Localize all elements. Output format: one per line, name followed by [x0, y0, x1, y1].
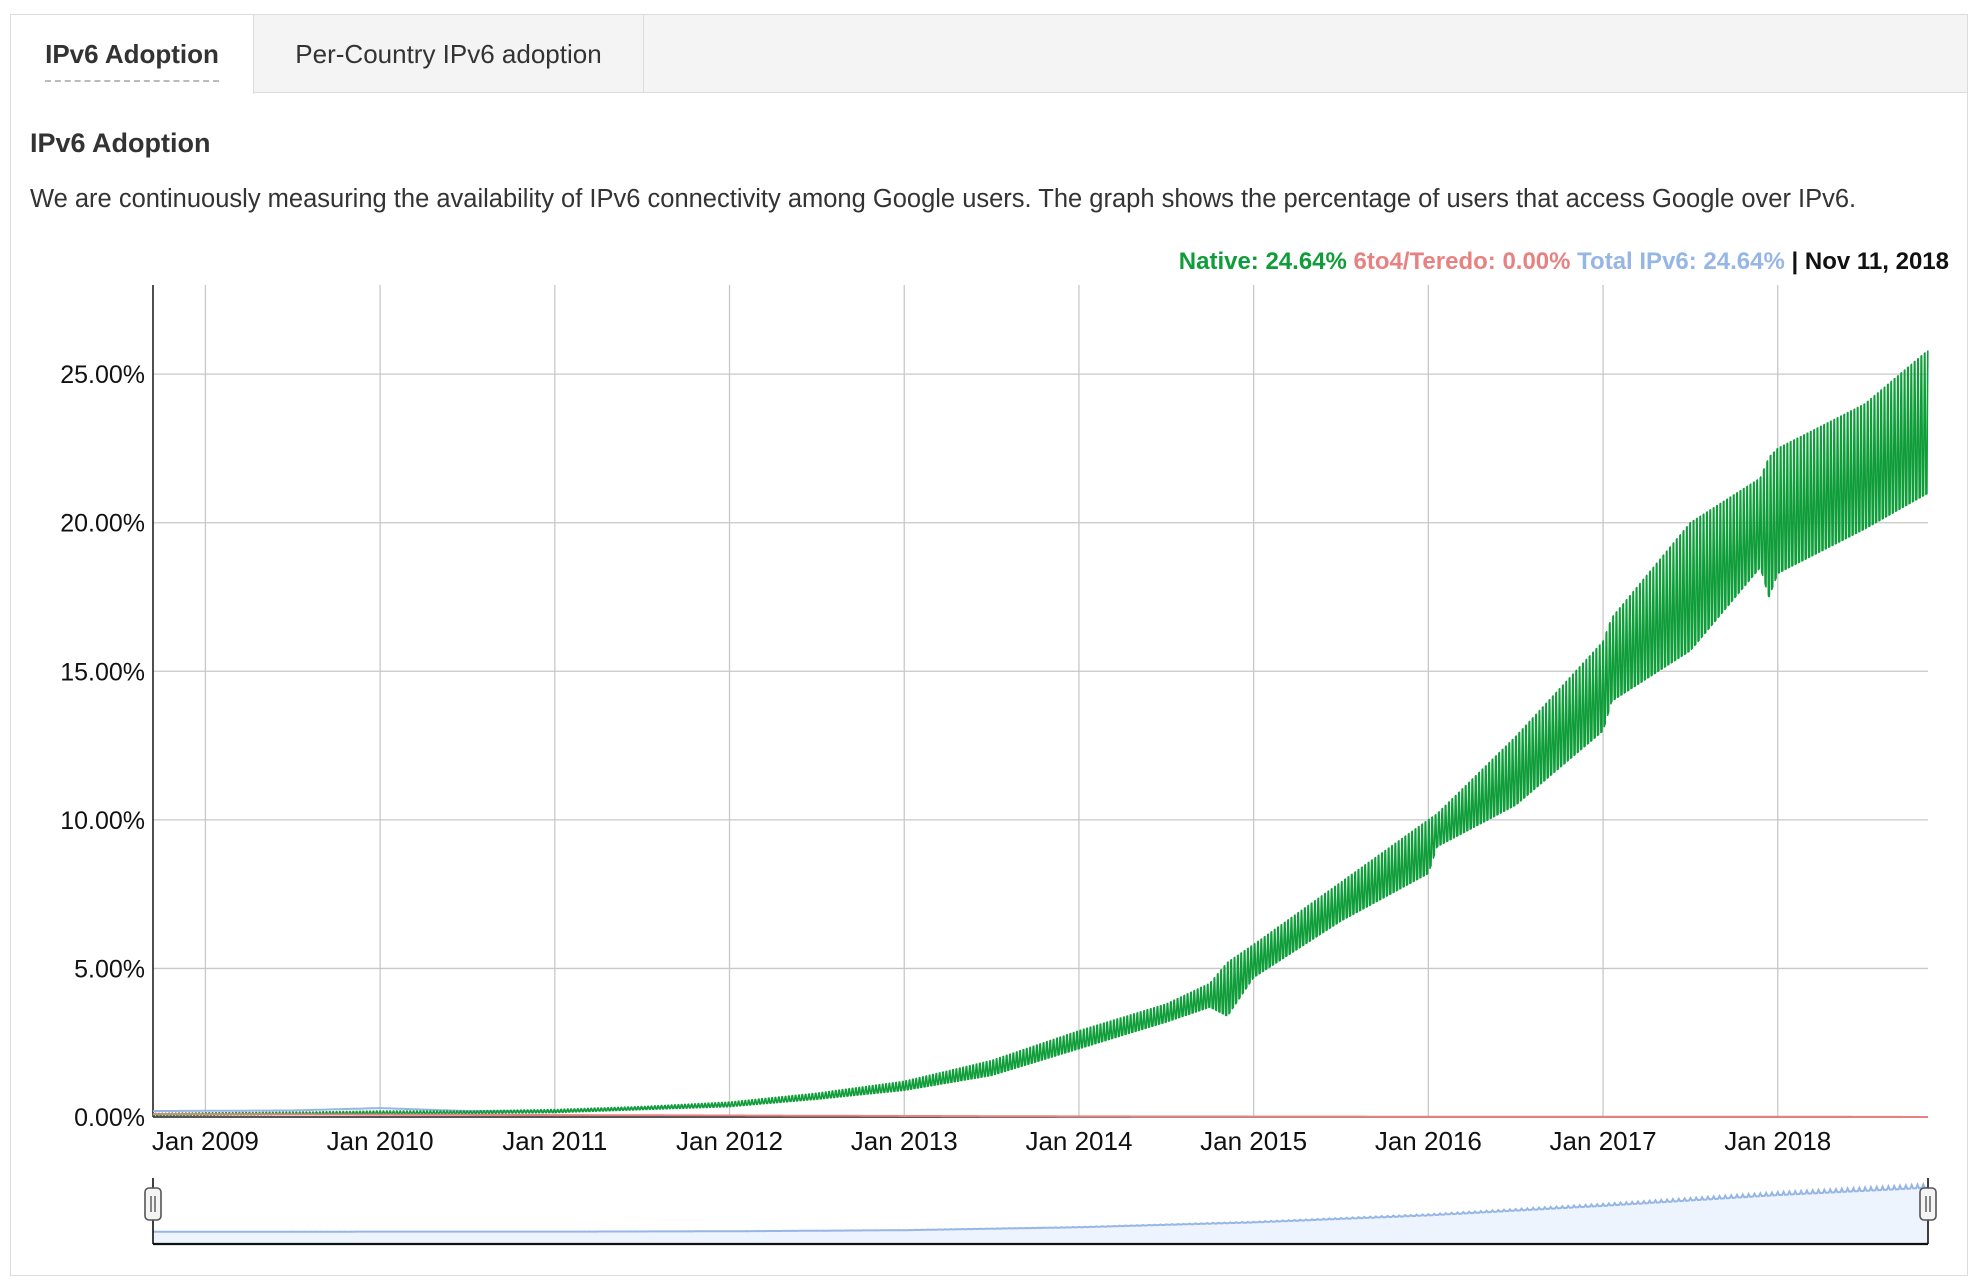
x-tick-label: Jan 2012 — [676, 1126, 783, 1156]
x-tick-label: Jan 2014 — [1025, 1126, 1132, 1156]
x-tick-label: Jan 2017 — [1550, 1126, 1657, 1156]
range-handle-left[interactable] — [144, 1187, 162, 1221]
series-teredo-line — [153, 1113, 1928, 1118]
legend-teredo: 6to4/Teredo: 0.00% — [1353, 248, 1571, 275]
x-tick-label: Jan 2010 — [327, 1126, 434, 1156]
y-tick-label: 20.00% — [60, 510, 145, 538]
tab-per-country[interactable]: Per-Country IPv6 adoption — [254, 15, 644, 93]
series-native-line — [152, 350, 1929, 1117]
chart-legend: Native: 24.64% 6to4/Teredo: 0.00% Total … — [1179, 248, 1949, 276]
x-tick-label: Jan 2015 — [1200, 1126, 1307, 1156]
legend-date: Nov 11, 2018 — [1804, 248, 1949, 275]
legend-separator: | — [1784, 248, 1805, 275]
tab-ipv6-adoption[interactable]: IPv6 Adoption — [11, 15, 254, 94]
tab-ipv6-adoption-label: IPv6 Adoption — [45, 39, 219, 82]
range-handle-right[interactable] — [1919, 1187, 1937, 1221]
y-tick-label: 10.00% — [60, 807, 145, 835]
x-tick-label: Jan 2016 — [1375, 1126, 1482, 1156]
y-tick-label: 0.00% — [74, 1104, 145, 1132]
section-title: IPv6 Adoption — [30, 128, 211, 158]
tab-per-country-label: Per-Country IPv6 adoption — [295, 38, 602, 69]
legend-total: Total IPv6: 24.64% — [1577, 248, 1785, 275]
tab-bar: IPv6 Adoption Per-Country IPv6 adoption — [11, 15, 1967, 94]
legend-native: Native: 24.64% — [1178, 248, 1347, 275]
navigator-fill — [153, 1184, 1928, 1244]
section-description: We are continuously measuring the availa… — [30, 185, 1857, 213]
x-tick-label: Jan 2018 — [1724, 1126, 1831, 1156]
y-tick-label: 15.00% — [60, 658, 145, 686]
navigator-line — [153, 1181, 1928, 1233]
x-tick-label: Jan 2013 — [851, 1126, 958, 1156]
x-tick-label: Jan 2011 — [502, 1126, 607, 1156]
y-tick-label: 25.00% — [60, 361, 145, 389]
y-tick-label: 5.00% — [74, 955, 145, 983]
x-tick-label: Jan 2009 — [152, 1126, 259, 1156]
